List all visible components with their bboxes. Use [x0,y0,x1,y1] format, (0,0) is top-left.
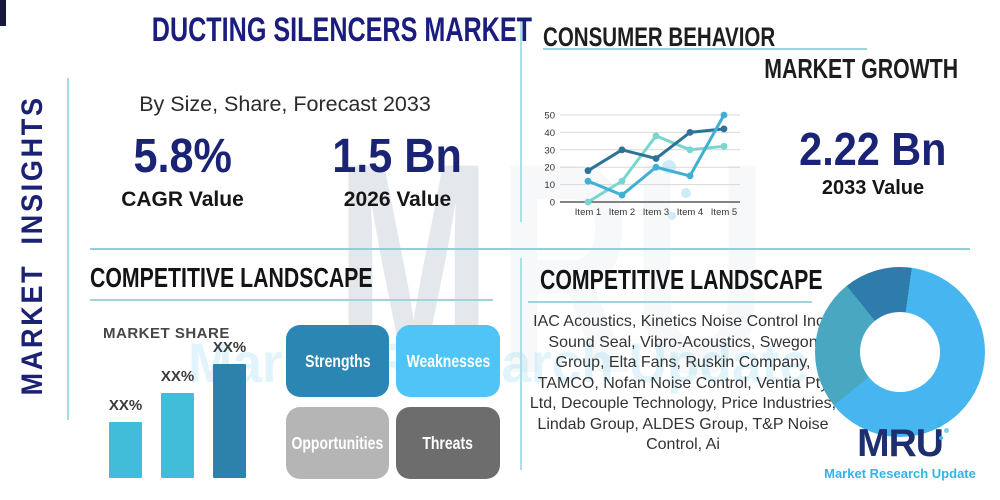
watermark-droplet-icon [681,188,691,198]
market-share-bar-chart: XX% XX% XX% [105,338,255,478]
swot-label: Weaknesses [406,350,490,371]
stat-cagr-label: CAGR Value [121,187,244,211]
stat-2026-label: 2026 Value [343,187,452,211]
bar-value-label: XX% [160,368,195,385]
medium-blue-series-point [652,163,660,171]
swot-grid: Strengths Weaknesses Opportunities Threats [286,325,500,479]
medium-blue-series-point [686,172,694,180]
y-tick-label: 10 [544,180,555,191]
dark-blue-series-point [686,129,694,136]
x-tick-label: Item 1 [575,207,601,218]
stat-2026-number: 1.5 Bn [332,130,463,183]
stat-cagr: 5.8% CAGR Value [95,130,270,212]
market-share-bar [161,393,194,478]
dark-blue-series-point [618,146,626,154]
medium-blue-series-point [584,177,592,185]
medium-blue-series [586,113,726,197]
y-tick-label: 40 [544,128,555,139]
dark-blue-series-point [652,155,660,162]
bar-value-label: XX% [108,397,143,414]
stat-cagr-value: 5.8% [133,130,232,183]
x-tick-label: Item 5 [711,207,737,218]
market-growth-line-chart: 0 10 20 30 40 50 Item 1 Item 2 Item 3 Item 4 Item … [544,111,740,218]
donut-hole [860,312,940,392]
market-share-donut-chart [815,267,985,437]
competitive-landscape-left-underline [90,299,493,301]
logo-droplet-icon [939,436,943,440]
light-teal-series-point [720,142,728,150]
vertical-separator-top [520,20,522,222]
sidebar-divider-line [67,78,69,420]
x-tick-label: Item 2 [609,207,635,218]
stat-2033-number: 2.22 Bn [799,123,947,175]
page-title: DUCTING SILENCERS MARKET [151,11,533,49]
horizontal-divider-line [90,248,970,250]
consumer-behavior-title: CONSUMER BEHAVIOR [543,22,776,52]
logo-tagline: Market Research Update [824,465,976,481]
swot-label: Strengths [304,350,371,371]
light-teal-series-point [652,132,660,140]
competitive-landscape-right-title: COMPETITIVE LANDSCAPE [540,264,823,295]
logo-droplet-icon [944,428,949,433]
y-tick-label: 30 [544,145,555,156]
medium-blue-series-point [720,111,728,119]
stat-2026-value: 1.5 Bn 2026 Value [310,130,485,212]
medium-blue-series-point [618,191,626,199]
swot-box-threats: Threats [396,407,500,479]
corner-mark [0,0,6,26]
market-share-bar [109,422,142,478]
vertical-separator-bottom [520,258,522,470]
light-teal-series-point [584,198,592,206]
bar-value-label: XX% [212,339,247,356]
market-share-chart-title: MARKET SHARE [103,325,230,342]
dark-blue-series-point [584,167,592,175]
dark-blue-series-point [720,125,728,133]
sidebar-vertical-title: MARKET INSIGHTS [16,95,49,396]
competitive-landscape-right-underline [528,301,812,303]
swot-box-strengths: Strengths [286,325,389,397]
y-tick-label: 50 [544,111,555,122]
page-subtitle: By Size, Share, Forecast 2033 [139,92,431,116]
light-teal-series-point [618,177,626,185]
competitive-landscape-left-title: COMPETITIVE LANDSCAPE [90,262,373,293]
light-teal-series-point [686,146,694,154]
y-tick-label: 20 [544,163,555,174]
swot-label: Opportunities [291,432,384,453]
swot-box-weaknesses: Weaknesses [396,325,500,397]
x-tick-label: Item 3 [643,207,669,218]
stat-2033-label: 2033 Value [821,176,925,199]
consumer-behavior-underline [543,48,867,50]
brand-logo: MRU Market Research Update [820,420,980,481]
company-list: IAC Acoustics, Kinetics Noise Control In… [529,313,837,453]
market-growth-title: MARKET GROWTH [764,53,958,84]
logo-droplet-icon [936,420,943,427]
logo-mru-text: MRU [857,422,944,465]
y-tick-label: 0 [550,198,555,209]
swot-box-opportunities: Opportunities [286,407,389,479]
stat-2033-value: 2.22 Bn 2033 Value [783,126,963,200]
watermark-droplet-icon [668,212,676,220]
swot-label: Threats [422,432,474,453]
x-tick-label: Item 4 [677,207,703,218]
market-share-bar [213,364,246,478]
